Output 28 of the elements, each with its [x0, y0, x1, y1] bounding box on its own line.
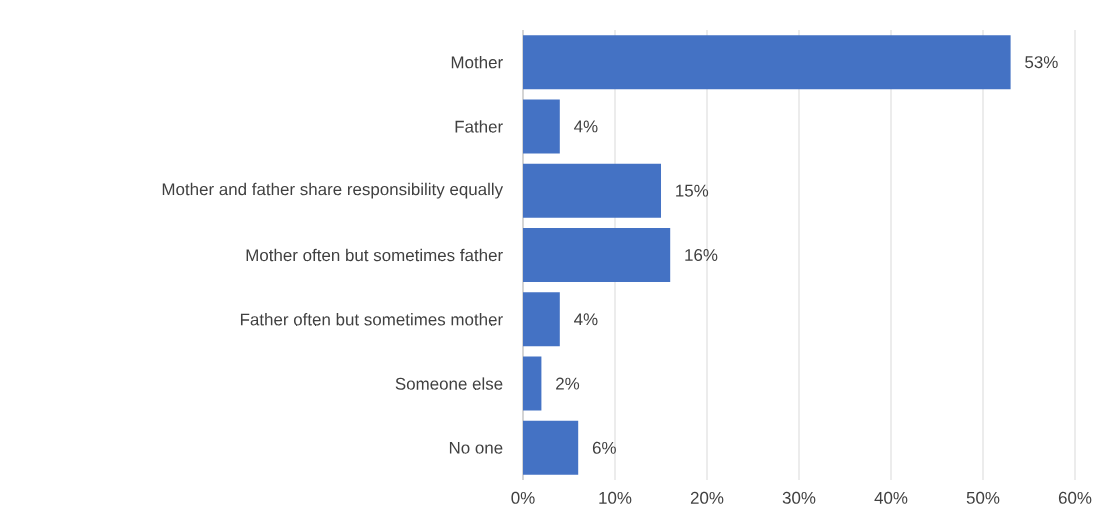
data-label: 53% [1025, 56, 1058, 69]
bar [523, 292, 560, 347]
y-tick-label: Mother and father share responsibility equally [162, 182, 504, 199]
x-tick-label: 60% [1058, 491, 1092, 504]
data-label: 4% [574, 120, 598, 133]
data-label: 15% [676, 184, 709, 197]
y-tick-label: Mother often but sometimes father [246, 248, 503, 262]
data-label: 2% [556, 377, 580, 390]
x-tick-label: 50% [966, 491, 1000, 504]
bar [523, 228, 671, 282]
data-label: 16% [685, 249, 718, 262]
bar [523, 356, 542, 411]
x-tick-label: 40% [874, 491, 908, 504]
bar [523, 99, 560, 154]
y-tick-label: Mother [451, 55, 503, 69]
data-label: 4% [574, 313, 598, 326]
data-label: 6% [592, 441, 616, 454]
x-tick-label: 10% [599, 491, 632, 504]
x-tick-label: 20% [690, 491, 724, 504]
x-tick-label: 0% [511, 491, 535, 504]
bar [523, 35, 1011, 90]
y-tick-label: Father [455, 120, 503, 133]
y-tick-label: Father often but sometimes mother [240, 313, 503, 326]
x-tick-label: 30% [782, 491, 816, 504]
y-tick-label: Someone else [395, 377, 503, 390]
bar [523, 163, 661, 218]
y-tick-label: No one [449, 441, 503, 454]
bar [523, 420, 579, 475]
